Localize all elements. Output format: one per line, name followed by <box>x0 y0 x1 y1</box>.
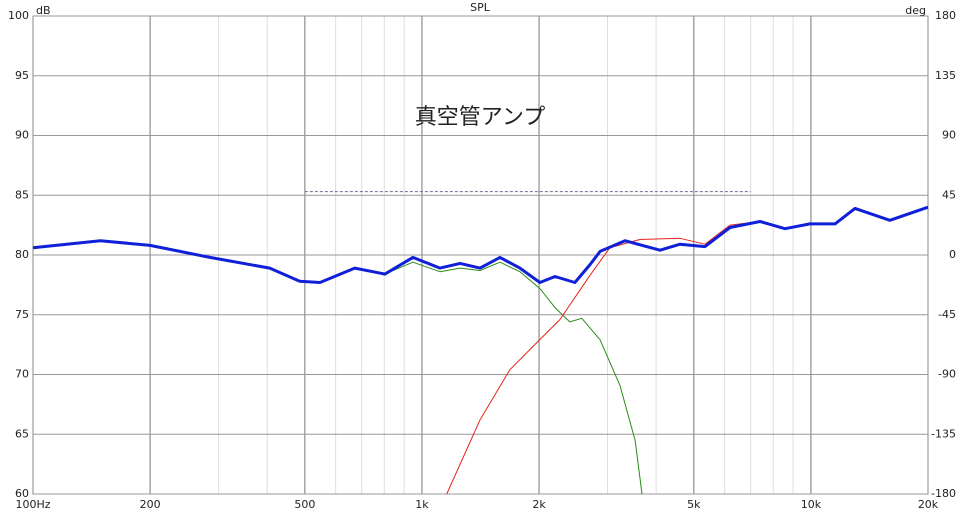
y-axis-label: dB <box>36 4 51 17</box>
y-tick-label: 70 <box>15 368 29 381</box>
y-tick-label: 100 <box>8 9 29 22</box>
x-tick-label: 1k <box>415 498 429 511</box>
y-tick-label: 90 <box>15 129 29 142</box>
y2-tick-label: -45 <box>938 308 956 321</box>
x-tick-label: 20k <box>918 498 939 511</box>
y2-tick-label: -90 <box>938 368 956 381</box>
x-tick-label: 2k <box>532 498 546 511</box>
y-tick-label: 75 <box>15 308 29 321</box>
y2-tick-label: 135 <box>935 69 956 82</box>
y-tick-label: 80 <box>15 248 29 261</box>
y-tick-label: 85 <box>15 188 29 201</box>
y-tick-label: 65 <box>15 427 29 440</box>
series-line <box>32 205 929 284</box>
y2-tick-label: 180 <box>935 9 956 22</box>
y2-tick-label: 90 <box>942 129 956 142</box>
chart-title: SPL <box>470 1 491 14</box>
y2-axis-label: deg <box>905 4 926 17</box>
y2-tick-label: 0 <box>949 248 956 261</box>
y2-tick-label: 45 <box>942 188 956 201</box>
x-tick-label: 200 <box>140 498 161 511</box>
x-tick-label: 100Hz <box>15 498 50 511</box>
annotation: 真空管アンプ <box>415 105 545 130</box>
x-tick-label: 10k <box>801 498 822 511</box>
x-tick-label: 5k <box>687 498 701 511</box>
y-tick-label: 60 <box>15 487 29 500</box>
y2-tick-label: -180 <box>931 487 956 500</box>
x-tick-label: 500 <box>294 498 315 511</box>
y-tick-label: 95 <box>15 69 29 82</box>
y2-tick-label: -135 <box>931 427 956 440</box>
